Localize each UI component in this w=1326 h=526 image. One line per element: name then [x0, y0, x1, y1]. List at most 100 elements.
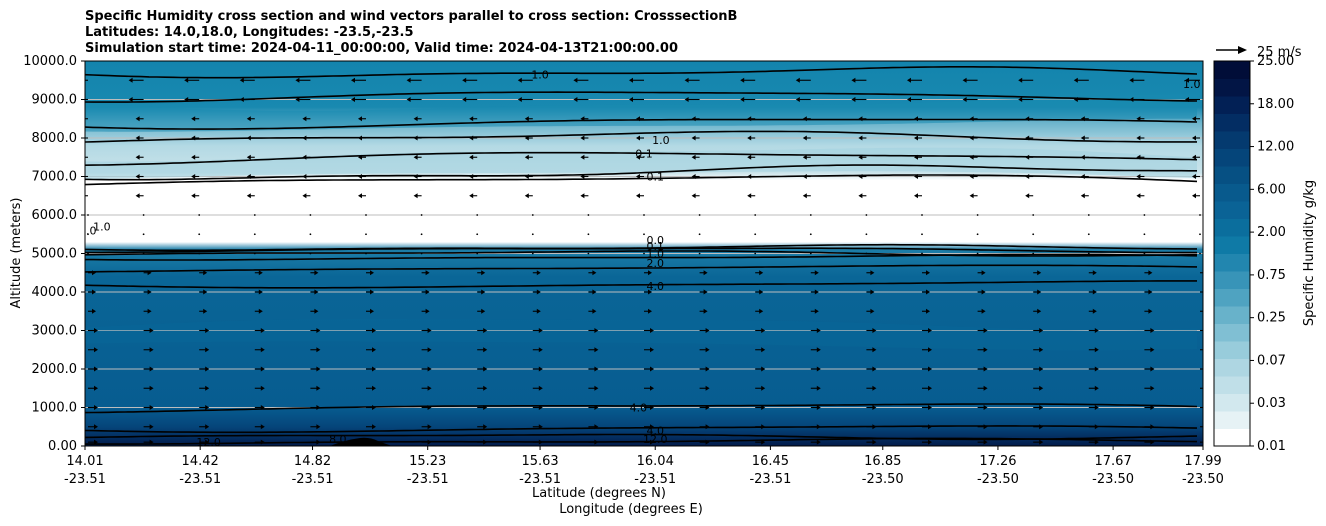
wind-vector: [977, 439, 988, 445]
contour-line: [85, 174, 1198, 186]
reference-vector-label: 25 m/s: [1257, 45, 1302, 60]
wind-vector: [1033, 424, 1044, 430]
wind-vector: [477, 308, 486, 314]
wind-vector: [644, 347, 654, 353]
colorbar-swatch: [1214, 61, 1250, 79]
wind-vector: [1192, 116, 1200, 122]
wind-vector: [588, 308, 597, 314]
wind-vector: [1192, 174, 1200, 179]
wind-vector: [1136, 174, 1145, 179]
wind-vector: [755, 439, 766, 445]
wind-vector: [1136, 116, 1145, 122]
wind-vector: [142, 233, 145, 236]
wind-vector: [524, 174, 533, 179]
wind-vector: [366, 385, 376, 391]
wind-vector: [962, 97, 978, 102]
wind-vector: [914, 174, 922, 179]
wind-vector: [1088, 424, 1099, 430]
x-tick-label-lon: -23.50: [1092, 472, 1134, 487]
wind-vector: [977, 328, 988, 333]
wind-vector: [135, 193, 144, 199]
wind-vector: [351, 77, 366, 83]
contour-label-text: 0.0: [646, 234, 664, 247]
wind-vector: [413, 174, 422, 179]
wind-vector: [809, 233, 812, 236]
contour-label: 0.1: [646, 240, 664, 253]
wind-vector: [253, 233, 256, 236]
humidity-fill-band: [85, 319, 1197, 351]
colorbar-tick-label: 0.03: [1257, 396, 1286, 411]
wind-vector: [977, 289, 986, 295]
wind-vector: [1025, 174, 1034, 179]
wind-vector: [532, 424, 543, 430]
wind-vector: [1185, 97, 1200, 102]
wind-vector: [976, 233, 979, 236]
wind-vector: [143, 270, 152, 276]
contour-line: [85, 118, 1198, 130]
wind-vector: [1080, 193, 1089, 199]
wind-vector: [199, 347, 210, 353]
colorbar-swatch: [1214, 218, 1250, 237]
wind-vector: [580, 135, 589, 141]
wind-vector: [421, 385, 432, 391]
x-tick-label-lat: 14.42: [182, 454, 219, 469]
wind-vector: [517, 97, 533, 102]
wind-vector: [88, 289, 96, 295]
wind-vector: [587, 252, 590, 255]
x-tick-label-lon: -23.51: [634, 472, 676, 487]
wind-vector: [644, 328, 654, 333]
wind-vector: [802, 116, 811, 122]
wind-vector: [413, 193, 422, 199]
wind-vector: [198, 233, 201, 236]
wind-vector: [239, 97, 255, 102]
contour-label-text: 8.0: [329, 433, 347, 446]
wind-vector: [636, 135, 644, 141]
wind-vector: [366, 270, 374, 276]
wind-vector: [365, 233, 367, 236]
wind-vector: [977, 347, 988, 353]
wind-vector: [191, 135, 200, 141]
wind-vector: [1033, 366, 1044, 372]
contour-label: 0.0: [646, 234, 664, 247]
humidity-fill-band: [85, 94, 1197, 132]
wind-vector: [684, 77, 700, 83]
contour-label-text: 1.0: [652, 134, 670, 147]
wind-vector: [636, 174, 644, 179]
contour-label: 1.0: [1183, 78, 1201, 91]
wind-vector: [310, 366, 321, 372]
wind-vector: [198, 252, 201, 255]
wind-vector: [865, 233, 868, 236]
y-axis: 0.00 1000.0 2000.0 3000.0 4000.0 5000.0 6000.0…: [23, 54, 85, 454]
contour-label: 8.0: [329, 433, 347, 446]
wind-vector: [922, 270, 930, 276]
wind-vector: [531, 214, 534, 216]
wind-vector: [795, 77, 811, 83]
wind-vector: [88, 347, 98, 353]
colorbar-swatch: [1214, 166, 1250, 184]
wind-vector: [421, 424, 432, 430]
wind-vector: [469, 193, 478, 199]
wind-vector: [413, 116, 422, 122]
wind-vector: [88, 424, 98, 430]
wind-vector: [755, 405, 766, 410]
contour-label-text: 4.0: [646, 280, 664, 293]
reference-arrowhead-icon: [1238, 46, 1247, 54]
wind-vector: [740, 77, 756, 83]
wind-vector: [254, 366, 265, 372]
colorbar-swatch: [1214, 323, 1250, 342]
wind-vector: [858, 154, 867, 160]
wind-vector: [740, 97, 756, 102]
wind-vector: [1143, 252, 1146, 255]
wind-vector: [802, 174, 811, 179]
wind-vector: [754, 252, 757, 255]
wind-vector: [1200, 441, 1203, 443]
wind-vector: [142, 214, 145, 216]
x-axis-label-longitude: Longitude (degrees E): [559, 502, 703, 517]
colorbar-swatch: [1214, 288, 1250, 307]
wind-vector: [755, 328, 766, 333]
wind-vector: [199, 289, 208, 295]
wind-vector: [810, 439, 821, 445]
wind-vectors: [85, 77, 1203, 445]
wind-vector: [629, 77, 644, 83]
